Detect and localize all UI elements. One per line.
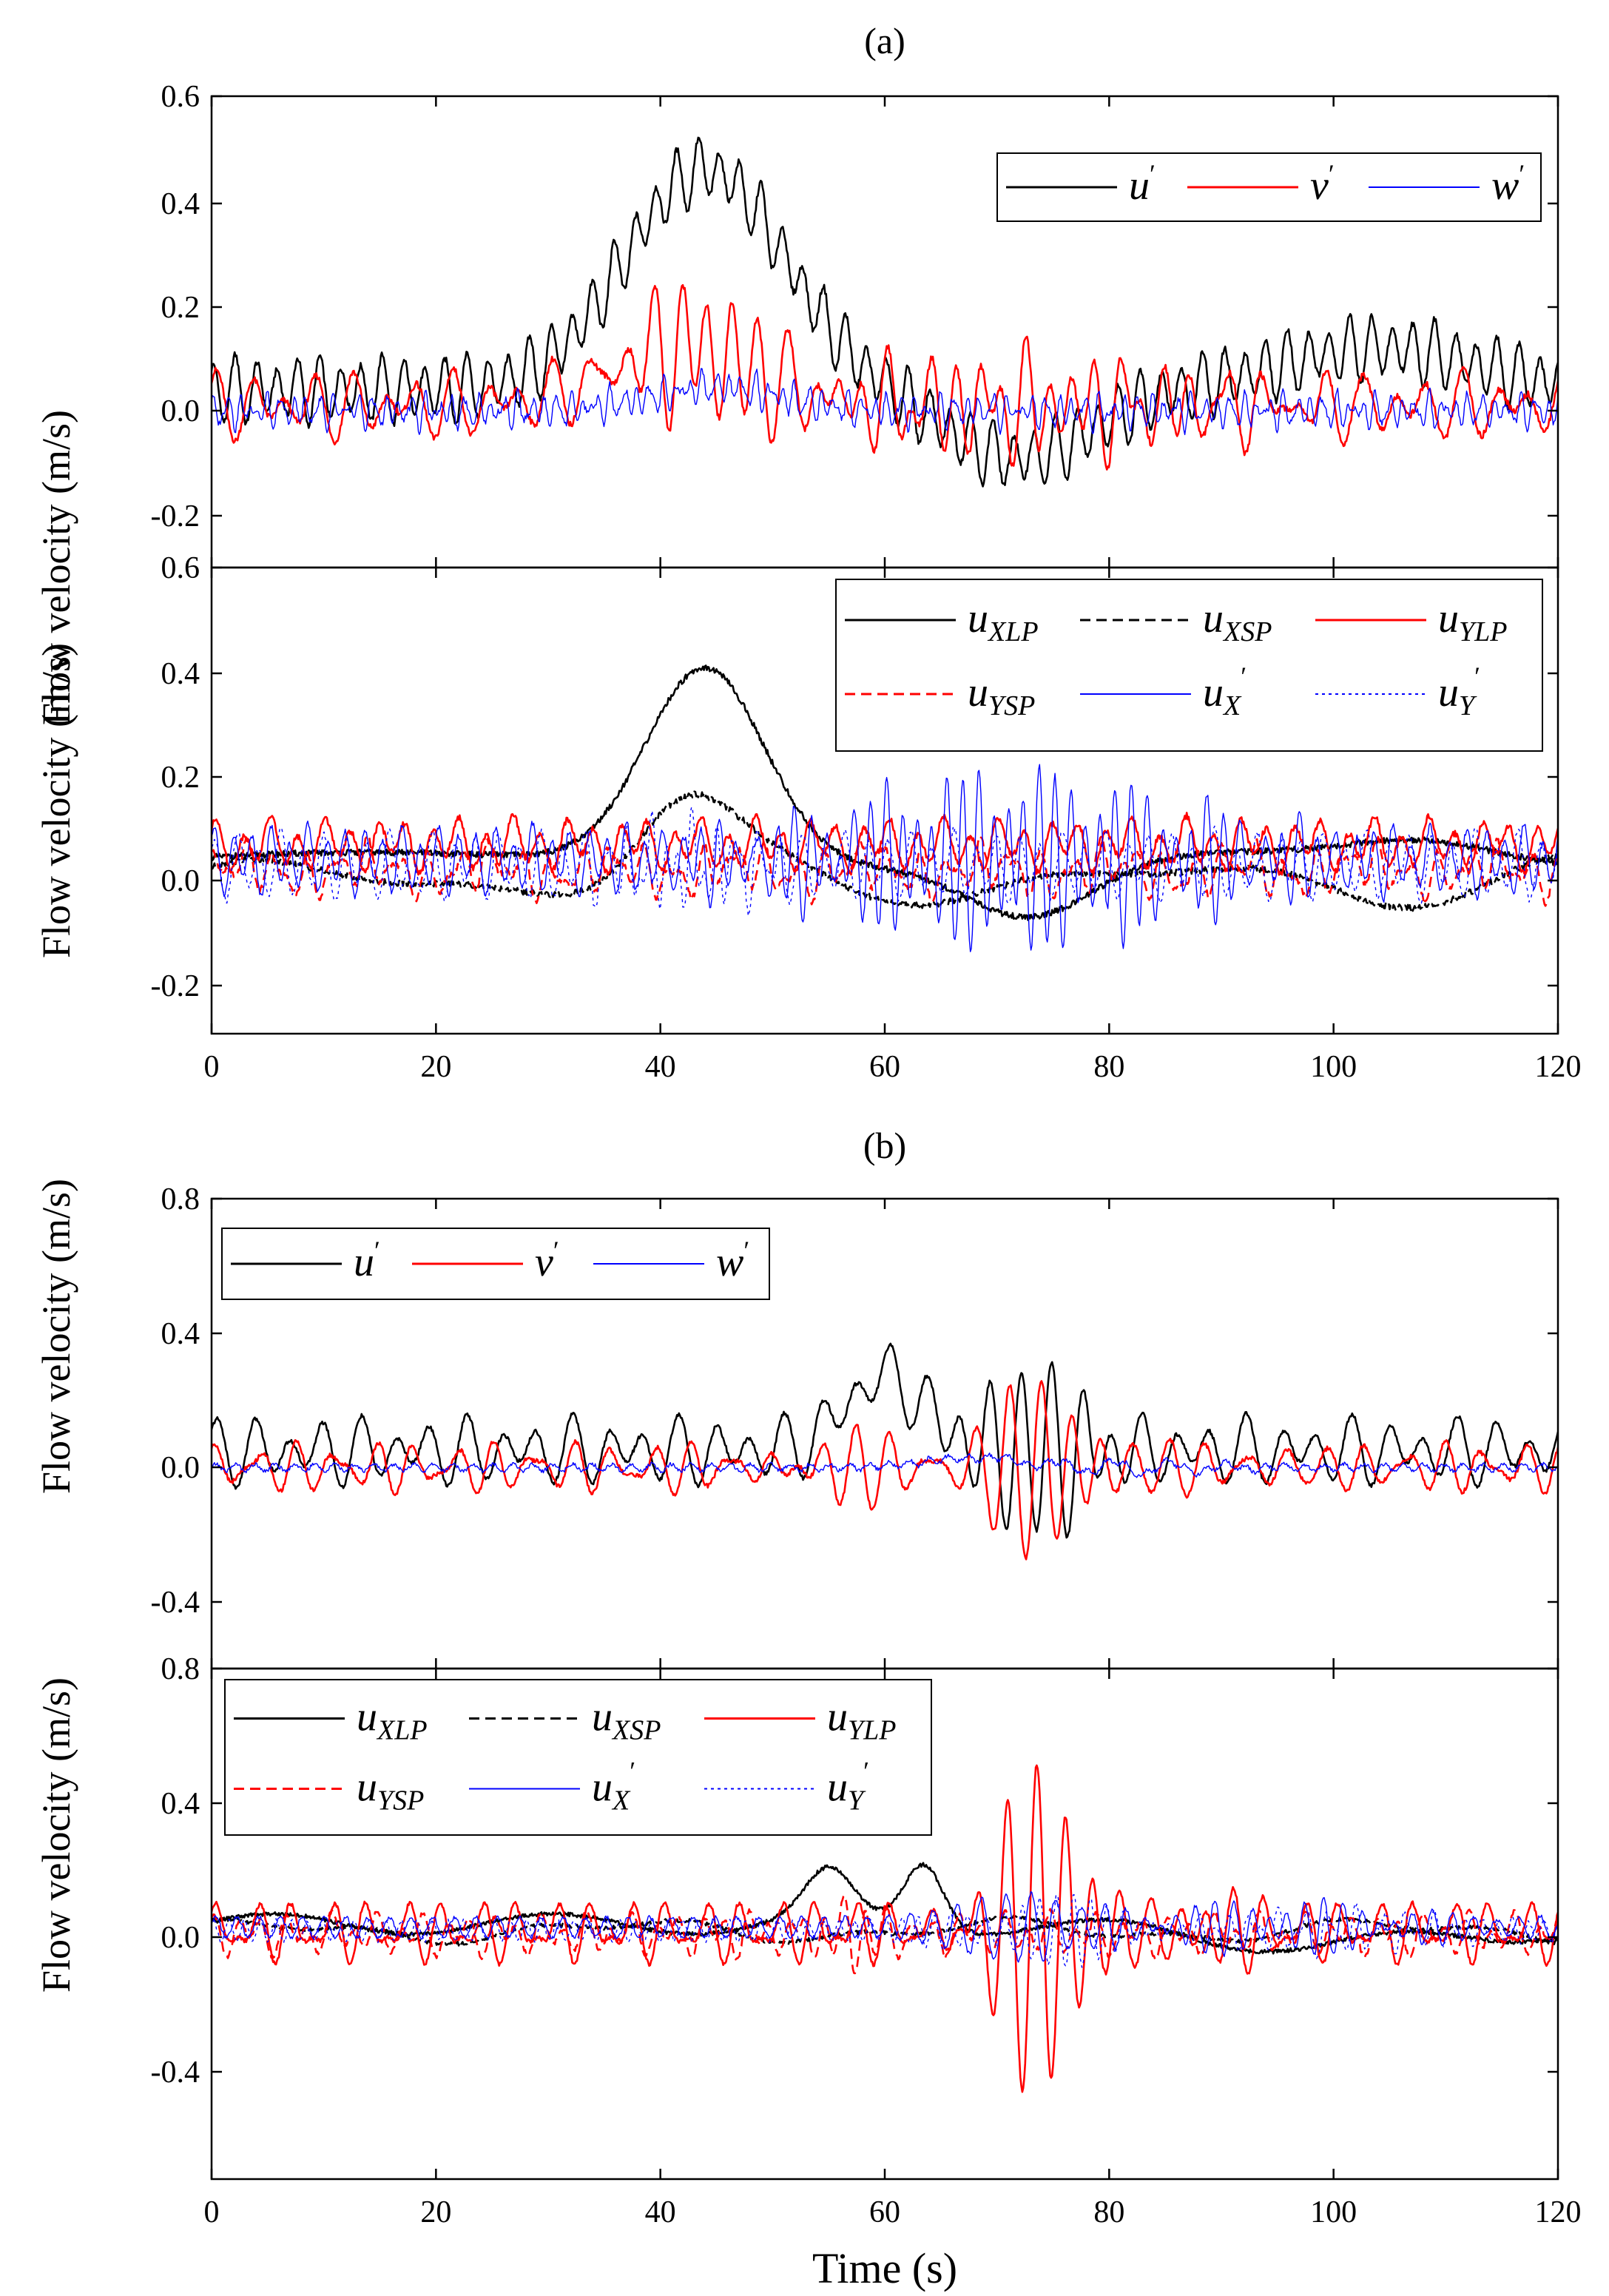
legend-label-b-bottom-5: uY′: [827, 1757, 869, 1817]
y-tick-label-b-bottom-2: 0.0: [161, 1921, 200, 1955]
series-line-a-bottom-4: [212, 764, 1558, 952]
ylabel-a-top: Flow velocity (m/s): [34, 410, 78, 725]
series-line-a-bottom-2: [212, 812, 1558, 876]
legend-label-a-bottom-4: uX′: [1203, 661, 1247, 721]
x-tick-label-a-bottom-4: 80: [1093, 1050, 1124, 1084]
legend-label-a-bottom-2: uYLP: [1438, 596, 1507, 647]
legend-label-b-bottom-3: uYSP: [357, 1765, 424, 1817]
x-tick-label-a-bottom-5: 100: [1310, 1050, 1357, 1084]
x-axis-label: Time (s): [812, 2244, 957, 2292]
ylabel-b-top: Flow velocity (m/s): [34, 1179, 78, 1494]
legend-label-b-bottom-1: uXSP: [592, 1694, 661, 1746]
x-tick-label-b-bottom-1: 20: [420, 2195, 451, 2229]
panel-label-a: (a): [864, 20, 905, 61]
y-tick-label-a-top-0: 0.6: [161, 80, 200, 114]
legend-label-b-top-0: u′: [354, 1236, 380, 1285]
y-tick-label-b-top-3: -0.4: [151, 1586, 200, 1620]
legend-label-a-top-0: u′: [1129, 159, 1156, 209]
legend-label-a-bottom-3: uYSP: [968, 670, 1035, 721]
x-tick-label-b-bottom-5: 100: [1310, 2195, 1357, 2229]
y-tick-label-b-top-0: 0.8: [161, 1182, 200, 1216]
y-tick-label-b-top-1: 0.4: [161, 1317, 200, 1351]
y-tick-label-b-bottom-3: -0.4: [151, 2056, 200, 2090]
chart-panels: 0.6 0.4 0.2 0.0 -0.2 u′ v′ w′ 0.6 0.4 0.2 0.0 -0.2 0 2…: [151, 80, 1582, 2229]
legend-label-b-top-2: w′: [716, 1236, 749, 1285]
series-line-b-bottom-2: [212, 1764, 1558, 2093]
series-line-b-top-0: [212, 1342, 1558, 1539]
legend-label-b-bottom-2: uYLP: [827, 1694, 896, 1746]
y-tick-label-a-bottom-0: 0.6: [161, 551, 200, 585]
legend-label-b-top-1: v′: [535, 1236, 559, 1285]
y-tick-label-a-top-3: 0.0: [161, 394, 200, 428]
legend-label-a-bottom-0: uXLP: [968, 596, 1039, 647]
series-line-a-bottom-5: [212, 807, 1558, 917]
x-tick-label-a-bottom-1: 20: [420, 1050, 451, 1084]
chart-b-bottom: 0.8 0.4 0.0 -0.4 0 20 40 60 80 100 120 uXLP uXSP uYLP…: [151, 1652, 1582, 2229]
y-tick-label-a-bottom-4: -0.2: [151, 969, 200, 1003]
legend-b-top: u′ v′ w′: [221, 1228, 770, 1300]
legend-b-bottom: uXLP uXSP uYLP uYSP uX′ uY′: [224, 1679, 932, 1836]
y-tick-label-a-top-4: -0.2: [151, 499, 200, 533]
series-group-b-bottom: [212, 1764, 1558, 2093]
x-tick-label-b-bottom-6: 120: [1535, 2195, 1582, 2229]
series-line-b-top-1: [212, 1380, 1558, 1561]
y-tick-label-a-bottom-2: 0.2: [161, 761, 200, 795]
series-line-a-bottom-3: [212, 834, 1558, 907]
chart-a-top: 0.6 0.4 0.2 0.0 -0.2 u′ v′ w′: [151, 80, 1559, 569]
legend-label-b-bottom-4: uX′: [592, 1757, 635, 1817]
series-line-a-top-2: [212, 368, 1558, 436]
y-tick-label-b-bottom-0: 0.8: [161, 1652, 200, 1686]
y-tick-label-a-top-2: 0.2: [161, 291, 200, 325]
x-tick-label-a-bottom-3: 60: [869, 1050, 900, 1084]
series-line-b-top-2: [212, 1452, 1558, 1478]
x-tick-label-a-bottom-6: 120: [1535, 1050, 1582, 1084]
legend-label-b-bottom-0: uXLP: [357, 1694, 428, 1746]
x-tick-label-a-bottom-0: 0: [204, 1050, 220, 1084]
x-tick-label-b-bottom-0: 0: [204, 2195, 220, 2229]
y-tick-label-a-bottom-1: 0.4: [161, 657, 200, 691]
x-tick-label-b-bottom-4: 80: [1093, 2195, 1124, 2229]
legend-box-a-bottom: [835, 579, 1543, 752]
series-line-b-bottom-4: [212, 1891, 1558, 1963]
series-line-a-bottom-0: [212, 664, 1558, 921]
legend-box-b-bottom: [224, 1679, 932, 1836]
series-group-a-bottom: [212, 664, 1558, 952]
ylabel-a-bottom: Flow velocity (m/s): [34, 643, 78, 958]
chart-b-top: 0.8 0.4 0.0 -0.4 u′ v′ w′: [151, 1182, 1559, 1670]
legend-label-a-bottom-1: uXSP: [1203, 596, 1272, 647]
y-tick-label-b-bottom-1: 0.4: [161, 1787, 200, 1821]
panel-label-b: (b): [863, 1125, 906, 1166]
ylabel-b-bottom: Flow velocity (m/s): [34, 1677, 78, 1993]
legend-label-a-bottom-5: uY′: [1438, 661, 1480, 721]
series-line-a-bottom-1: [212, 790, 1558, 912]
legend-a-top: u′ v′ w′: [996, 152, 1542, 222]
series-group-a-top: [212, 136, 1558, 488]
legend-label-a-top-2: w′: [1491, 159, 1525, 209]
series-line-b-bottom-1: [212, 1914, 1558, 1947]
series-group-b-top: [212, 1342, 1558, 1561]
series-line-a-top-1: [212, 284, 1558, 471]
y-tick-label-a-top-1: 0.4: [161, 187, 200, 221]
y-tick-label-a-bottom-3: 0.0: [161, 864, 200, 898]
y-tick-label-b-top-2: 0.0: [161, 1451, 200, 1485]
series-line-b-bottom-5: [212, 1894, 1558, 1968]
legend-label-a-top-1: v′: [1310, 159, 1335, 209]
legend-a-bottom: uXLP uXSP uYLP uYSP uX′ uY′: [835, 579, 1543, 752]
x-tick-label-a-bottom-2: 40: [645, 1050, 676, 1084]
x-tick-label-b-bottom-3: 60: [869, 2195, 900, 2229]
x-tick-label-b-bottom-2: 40: [645, 2195, 676, 2229]
